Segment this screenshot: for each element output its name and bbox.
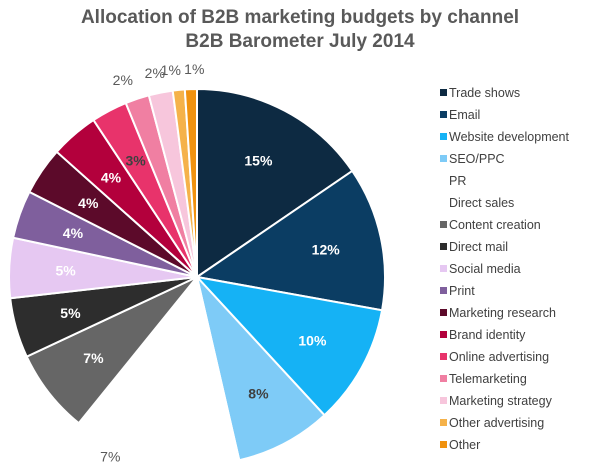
legend-swatch-trade-shows bbox=[440, 89, 447, 96]
pie-labels: 15%12%10%8%7%7%7%5%5%4%4%4%3%2%2%1%1% bbox=[55, 61, 340, 470]
data-label-telemarketing: 2% bbox=[113, 72, 133, 88]
data-label-brand-identity: 4% bbox=[101, 169, 122, 185]
legend-label-print: Print bbox=[449, 284, 475, 298]
data-label-direct-mail: 5% bbox=[60, 305, 81, 321]
data-label-trade-shows: 15% bbox=[244, 153, 273, 169]
legend: Trade shows Email Website development SEO/P… bbox=[440, 86, 570, 452]
legend-swatch-seo-ppc bbox=[440, 155, 447, 162]
slice-email bbox=[194, 169, 387, 312]
legend-swatch-email bbox=[440, 111, 447, 118]
legend-label-marketing-strategy: Marketing strategy bbox=[449, 394, 553, 408]
legend-label-brand-identity: Brand identity bbox=[449, 328, 526, 342]
legend-label-marketing-research: Marketing research bbox=[449, 306, 556, 320]
data-label-website-development: 10% bbox=[298, 332, 327, 348]
slice-website-development bbox=[194, 275, 384, 417]
legend-label-other-advertising: Other advertising bbox=[449, 416, 544, 430]
slice-other bbox=[183, 87, 198, 278]
legend-label-content-creation: Content creation bbox=[449, 218, 541, 232]
legend-label-email: Email bbox=[449, 108, 480, 122]
data-label-other: 1% bbox=[184, 61, 204, 77]
legend-swatch-other-advertising bbox=[440, 419, 447, 426]
legend-label-website-development: Website development bbox=[449, 130, 570, 144]
legend-swatch-print bbox=[440, 287, 447, 294]
data-label-marketing-strategy: 2% bbox=[145, 65, 165, 81]
data-label-direct-sales: 7% bbox=[100, 449, 120, 465]
slice-trade-shows bbox=[196, 87, 354, 279]
data-label-content-creation: 7% bbox=[83, 350, 104, 366]
legend-swatch-website-development bbox=[440, 133, 447, 140]
legend-swatch-content-creation bbox=[440, 221, 447, 228]
data-label-pr: 7% bbox=[181, 467, 201, 470]
data-label-online-advertising: 3% bbox=[125, 153, 146, 169]
data-label-other-advertising: 1% bbox=[161, 62, 181, 78]
legend-swatch-telemarketing bbox=[440, 375, 447, 382]
legend-label-social-media: Social media bbox=[449, 262, 521, 276]
legend-swatch-online-advertising bbox=[440, 353, 447, 360]
subtitle-line: B2B Barometer July 2014 bbox=[185, 31, 415, 52]
data-label-marketing-research: 4% bbox=[78, 195, 99, 211]
pie-slices bbox=[8, 87, 387, 467]
legend-label-trade-shows: Trade shows bbox=[449, 86, 520, 100]
legend-label-other: Other bbox=[449, 438, 480, 452]
legend-swatch-social-media bbox=[440, 265, 447, 272]
legend-label-online-advertising: Online advertising bbox=[449, 350, 549, 364]
legend-label-direct-sales: Direct sales bbox=[449, 196, 514, 210]
legend-swatch-direct-mail bbox=[440, 243, 447, 250]
legend-swatch-marketing-research bbox=[440, 309, 447, 316]
data-label-email: 12% bbox=[312, 242, 341, 258]
chart-title: Allocation of B2B marketing budgets by c… bbox=[0, 6, 600, 54]
legend-label-direct-mail: Direct mail bbox=[449, 240, 508, 254]
data-label-social-media: 5% bbox=[55, 263, 76, 279]
legend-swatch-brand-identity bbox=[440, 331, 447, 338]
legend-label-pr: PR bbox=[449, 174, 466, 188]
legend-label-seo-ppc: SEO/PPC bbox=[449, 152, 505, 166]
legend-swatch-marketing-strategy bbox=[440, 397, 447, 404]
title-line: Allocation of B2B marketing budgets by c… bbox=[80, 7, 520, 28]
legend-swatch-other bbox=[440, 441, 447, 448]
legend-label-telemarketing: Telemarketing bbox=[449, 372, 527, 386]
data-label-print: 4% bbox=[63, 225, 84, 241]
data-label-seo-ppc: 8% bbox=[248, 385, 269, 401]
